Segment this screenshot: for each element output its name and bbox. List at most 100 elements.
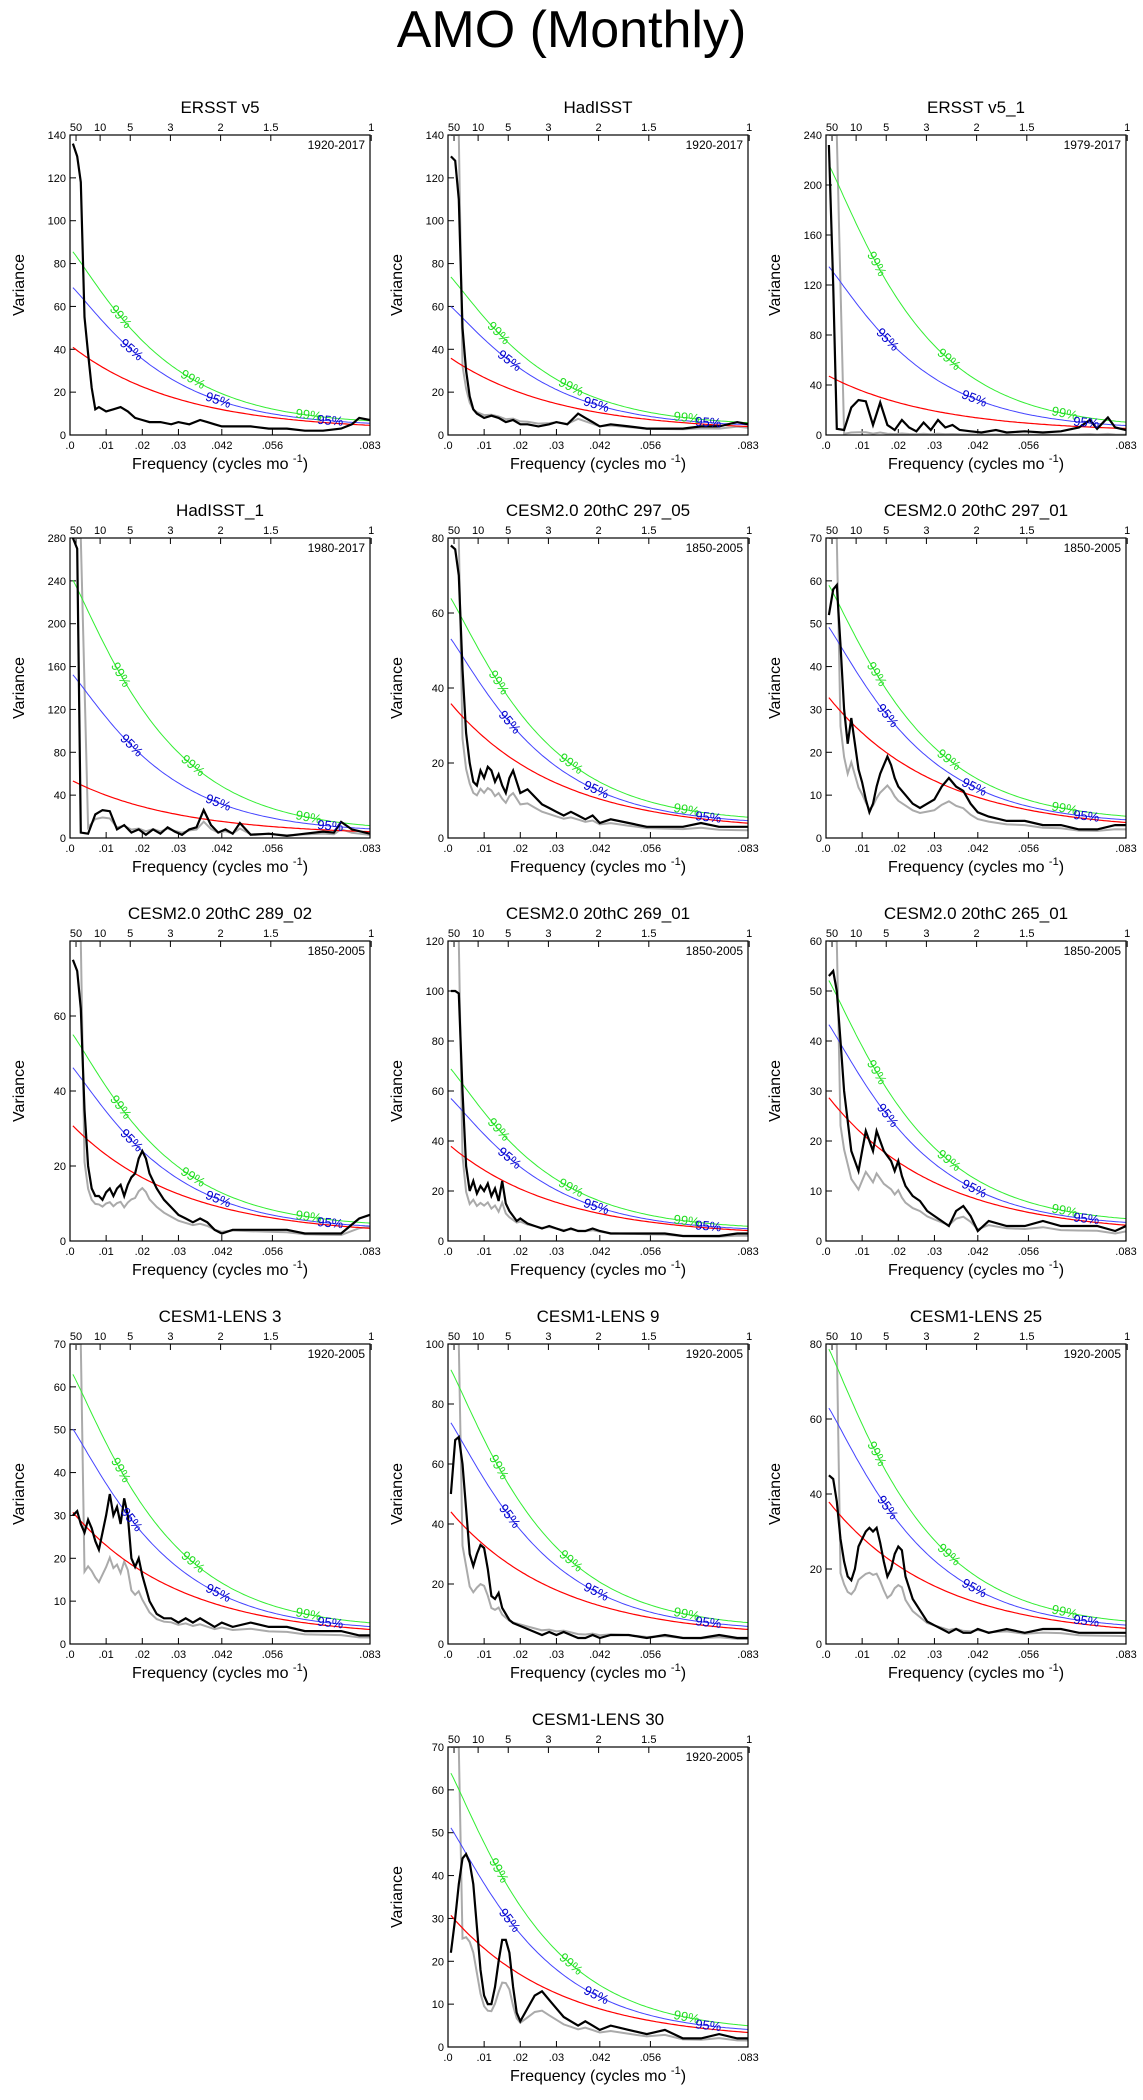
confidence-99-line bbox=[828, 584, 1126, 817]
chart-panel: CESM2.0 20thC 297_05 1850-2005 Variance Fre… bbox=[389, 501, 759, 876]
x-tick-label: .02 bbox=[513, 440, 528, 452]
chart-panel: HadISST 1920-2017 Variance Frequency (cycle… bbox=[389, 98, 759, 473]
x-axis-label-sup: -1 bbox=[293, 1259, 303, 1271]
top-tick-label: 5 bbox=[127, 122, 133, 134]
y-tick-label: 100 bbox=[426, 986, 444, 998]
x-tick-label: .042 bbox=[211, 843, 232, 855]
confidence-95-label: 95% bbox=[496, 707, 525, 737]
y-tick-label: 60 bbox=[432, 608, 444, 620]
plot-frame bbox=[825, 537, 1127, 839]
x-axis-label-sup: -1 bbox=[293, 1662, 303, 1674]
x-tick-label: .083 bbox=[1115, 1649, 1136, 1661]
y-tick-label: 60 bbox=[432, 1785, 444, 1797]
x-tick-label: .042 bbox=[967, 1246, 988, 1258]
top-tick-label: 5 bbox=[505, 1734, 511, 1746]
y-tick-label: 40 bbox=[54, 344, 66, 356]
y-tick-label: 0 bbox=[438, 430, 444, 442]
confidence-95-label: 95% bbox=[694, 1613, 722, 1631]
red-noise-line bbox=[828, 375, 1126, 430]
panel-title: ERSST v5 bbox=[180, 98, 259, 117]
confidence-99-line bbox=[828, 1348, 1126, 1622]
top-tick-label: 5 bbox=[883, 1331, 889, 1343]
x-axis-label: Frequency (cycles mo -1) bbox=[510, 856, 686, 876]
chart-panel: CESM1-LENS 3 1920-2005 Variance Frequency (… bbox=[11, 1307, 381, 1682]
y-tick-label: 80 bbox=[432, 1036, 444, 1048]
x-tick-label: .083 bbox=[737, 440, 758, 452]
curves-group: 99%95%99%95%99%95% bbox=[827, 538, 1126, 832]
y-tick-label: 200 bbox=[48, 619, 66, 631]
x-axis-label-end: ) bbox=[681, 1262, 686, 1279]
top-tick-label: 2 bbox=[596, 928, 602, 940]
x-tick-label: .0 bbox=[443, 440, 452, 452]
confidence-95-label: 95% bbox=[317, 1214, 345, 1231]
y-tick-label: 30 bbox=[54, 1510, 66, 1522]
y-tick-label: 60 bbox=[810, 576, 822, 588]
y-tick-label: 40 bbox=[432, 683, 444, 695]
x-tick-label: .03 bbox=[171, 843, 186, 855]
chart-panel: HadISST_1 1980-2017 Variance Frequency (cyc… bbox=[11, 501, 381, 876]
top-tick-label: 5 bbox=[505, 122, 511, 134]
comparison-spectrum-line bbox=[72, 941, 370, 1237]
confidence-99-label: 99% bbox=[556, 1546, 586, 1575]
confidence-95-line bbox=[450, 638, 748, 822]
top-tick-label: 1 bbox=[368, 122, 374, 134]
x-tick-label: .083 bbox=[359, 440, 380, 452]
top-tick-label: 3 bbox=[545, 1734, 551, 1746]
top-tick-label: 5 bbox=[127, 525, 133, 537]
confidence-95-label: 95% bbox=[695, 808, 723, 826]
confidence-99-label: 99% bbox=[673, 1212, 701, 1230]
x-tick-label: .042 bbox=[589, 843, 610, 855]
spectrum-line bbox=[450, 155, 748, 430]
x-axis-label-sup: -1 bbox=[671, 1259, 681, 1271]
confidence-95-label: 95% bbox=[959, 1575, 989, 1601]
y-tick-label: 120 bbox=[426, 173, 444, 185]
x-axis-label-sup: -1 bbox=[671, 856, 681, 868]
x-tick-label: .056 bbox=[1018, 1649, 1039, 1661]
confidence-95-label: 95% bbox=[960, 386, 990, 410]
top-tick-label: 5 bbox=[505, 1331, 511, 1343]
y-axis-label: Variance bbox=[11, 657, 28, 719]
y-tick-label: 30 bbox=[432, 1913, 444, 1925]
confidence-99-line bbox=[72, 1034, 370, 1224]
confidence-95-label: 95% bbox=[959, 774, 989, 799]
y-axis-label: Variance bbox=[389, 254, 406, 316]
x-axis-label: Frequency (cycles mo -1) bbox=[510, 1662, 686, 1682]
top-tick-label: 2 bbox=[596, 122, 602, 134]
y-tick-label: 120 bbox=[426, 936, 444, 948]
x-tick-label: .083 bbox=[1115, 1246, 1136, 1258]
y-tick-label: 240 bbox=[48, 576, 66, 588]
top-tick-label: 10 bbox=[94, 928, 106, 940]
top-tick-label: 1.5 bbox=[641, 928, 656, 940]
x-axis-label-end: ) bbox=[681, 2068, 686, 2085]
top-tick-label: 1 bbox=[746, 525, 752, 537]
top-tick-label: 1 bbox=[746, 1734, 752, 1746]
top-tick-label: 3 bbox=[923, 525, 929, 537]
confidence-99-label: 99% bbox=[864, 659, 891, 689]
y-tick-label: 20 bbox=[810, 1564, 822, 1576]
top-tick-label: 50 bbox=[826, 122, 838, 134]
confidence-95-label: 95% bbox=[581, 1982, 611, 2007]
period-label: 1980-2017 bbox=[308, 541, 366, 555]
curves-group: 99%95%99%95%99%95% bbox=[71, 538, 370, 838]
y-tick-label: 20 bbox=[810, 1136, 822, 1148]
confidence-99-label: 99% bbox=[107, 302, 136, 332]
y-tick-label: 40 bbox=[810, 662, 822, 674]
y-tick-label: 10 bbox=[54, 1596, 66, 1608]
top-tick-label: 1 bbox=[746, 928, 752, 940]
x-tick-label: .01 bbox=[476, 1649, 491, 1661]
x-tick-label: .01 bbox=[98, 440, 113, 452]
curves-group: 99%95%99%95%99%95% bbox=[72, 1344, 370, 1639]
panel-title: ERSST v5_1 bbox=[927, 98, 1025, 117]
x-axis-label: Frequency (cycles mo -1) bbox=[888, 453, 1064, 473]
period-label: 1920-2017 bbox=[308, 138, 366, 152]
confidence-99-line bbox=[72, 579, 370, 827]
x-axis-label-sup: -1 bbox=[1049, 1662, 1059, 1674]
y-tick-label: 70 bbox=[432, 1742, 444, 1754]
top-tick-label: 50 bbox=[448, 928, 460, 940]
x-tick-label: .01 bbox=[854, 843, 869, 855]
top-tick-label: 5 bbox=[883, 525, 889, 537]
y-tick-label: 0 bbox=[60, 833, 66, 845]
figure-title: AMO (Monthly) bbox=[396, 1, 747, 59]
curves-group: 99%95%99%95%99%95% bbox=[71, 941, 370, 1237]
x-axis-label-main: Frequency (cycles mo bbox=[888, 859, 1049, 876]
